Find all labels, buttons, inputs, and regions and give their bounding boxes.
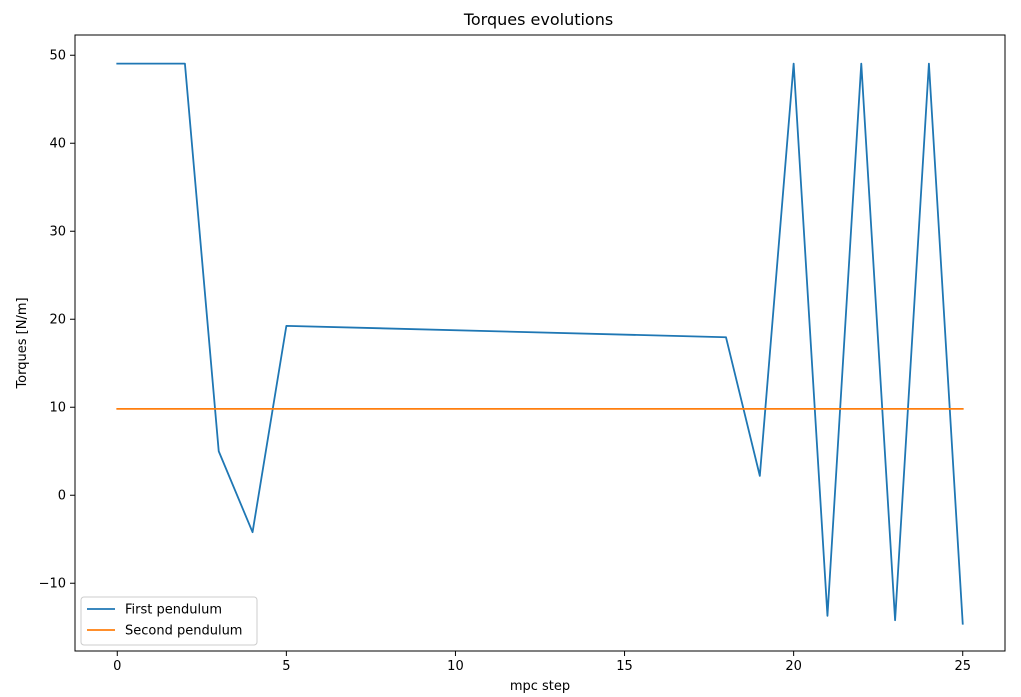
x-tick-label: 10	[447, 659, 464, 674]
legend-label-first-pendulum: First pendulum	[125, 603, 222, 618]
plot-area	[75, 35, 1005, 651]
x-tick-label: 20	[785, 659, 802, 674]
x-tick-label: 5	[282, 659, 290, 674]
y-axis-ticks: −10 0 10 20 30 40 50	[39, 49, 75, 592]
series-line-first-pendulum	[116, 62, 964, 625]
legend-label-second-pendulum: Second pendulum	[125, 624, 242, 639]
chart-title: Torques evolutions	[463, 10, 613, 29]
x-tick-label: 15	[616, 659, 633, 674]
y-tick-label: −10	[39, 577, 66, 592]
plot-frame	[74, 34, 1006, 652]
x-tick-label: 0	[113, 659, 121, 674]
legend-box	[80, 596, 258, 646]
y-tick-label: 10	[49, 401, 66, 416]
y-tick-label: 40	[49, 137, 66, 152]
y-tick-label: 0	[58, 489, 66, 504]
y-axis-label: Torques [N/m]	[15, 297, 30, 389]
y-tick-label: 50	[49, 49, 66, 64]
series-layer	[116, 62, 964, 625]
x-tick-label: 25	[954, 659, 971, 674]
legend: First pendulum Second pendulum	[80, 596, 258, 646]
x-axis-label: mpc step	[510, 679, 570, 694]
y-tick-label: 30	[49, 225, 66, 240]
x-axis-ticks: 0 5 10 15 20 25	[113, 651, 971, 674]
y-tick-label: 20	[49, 313, 66, 328]
